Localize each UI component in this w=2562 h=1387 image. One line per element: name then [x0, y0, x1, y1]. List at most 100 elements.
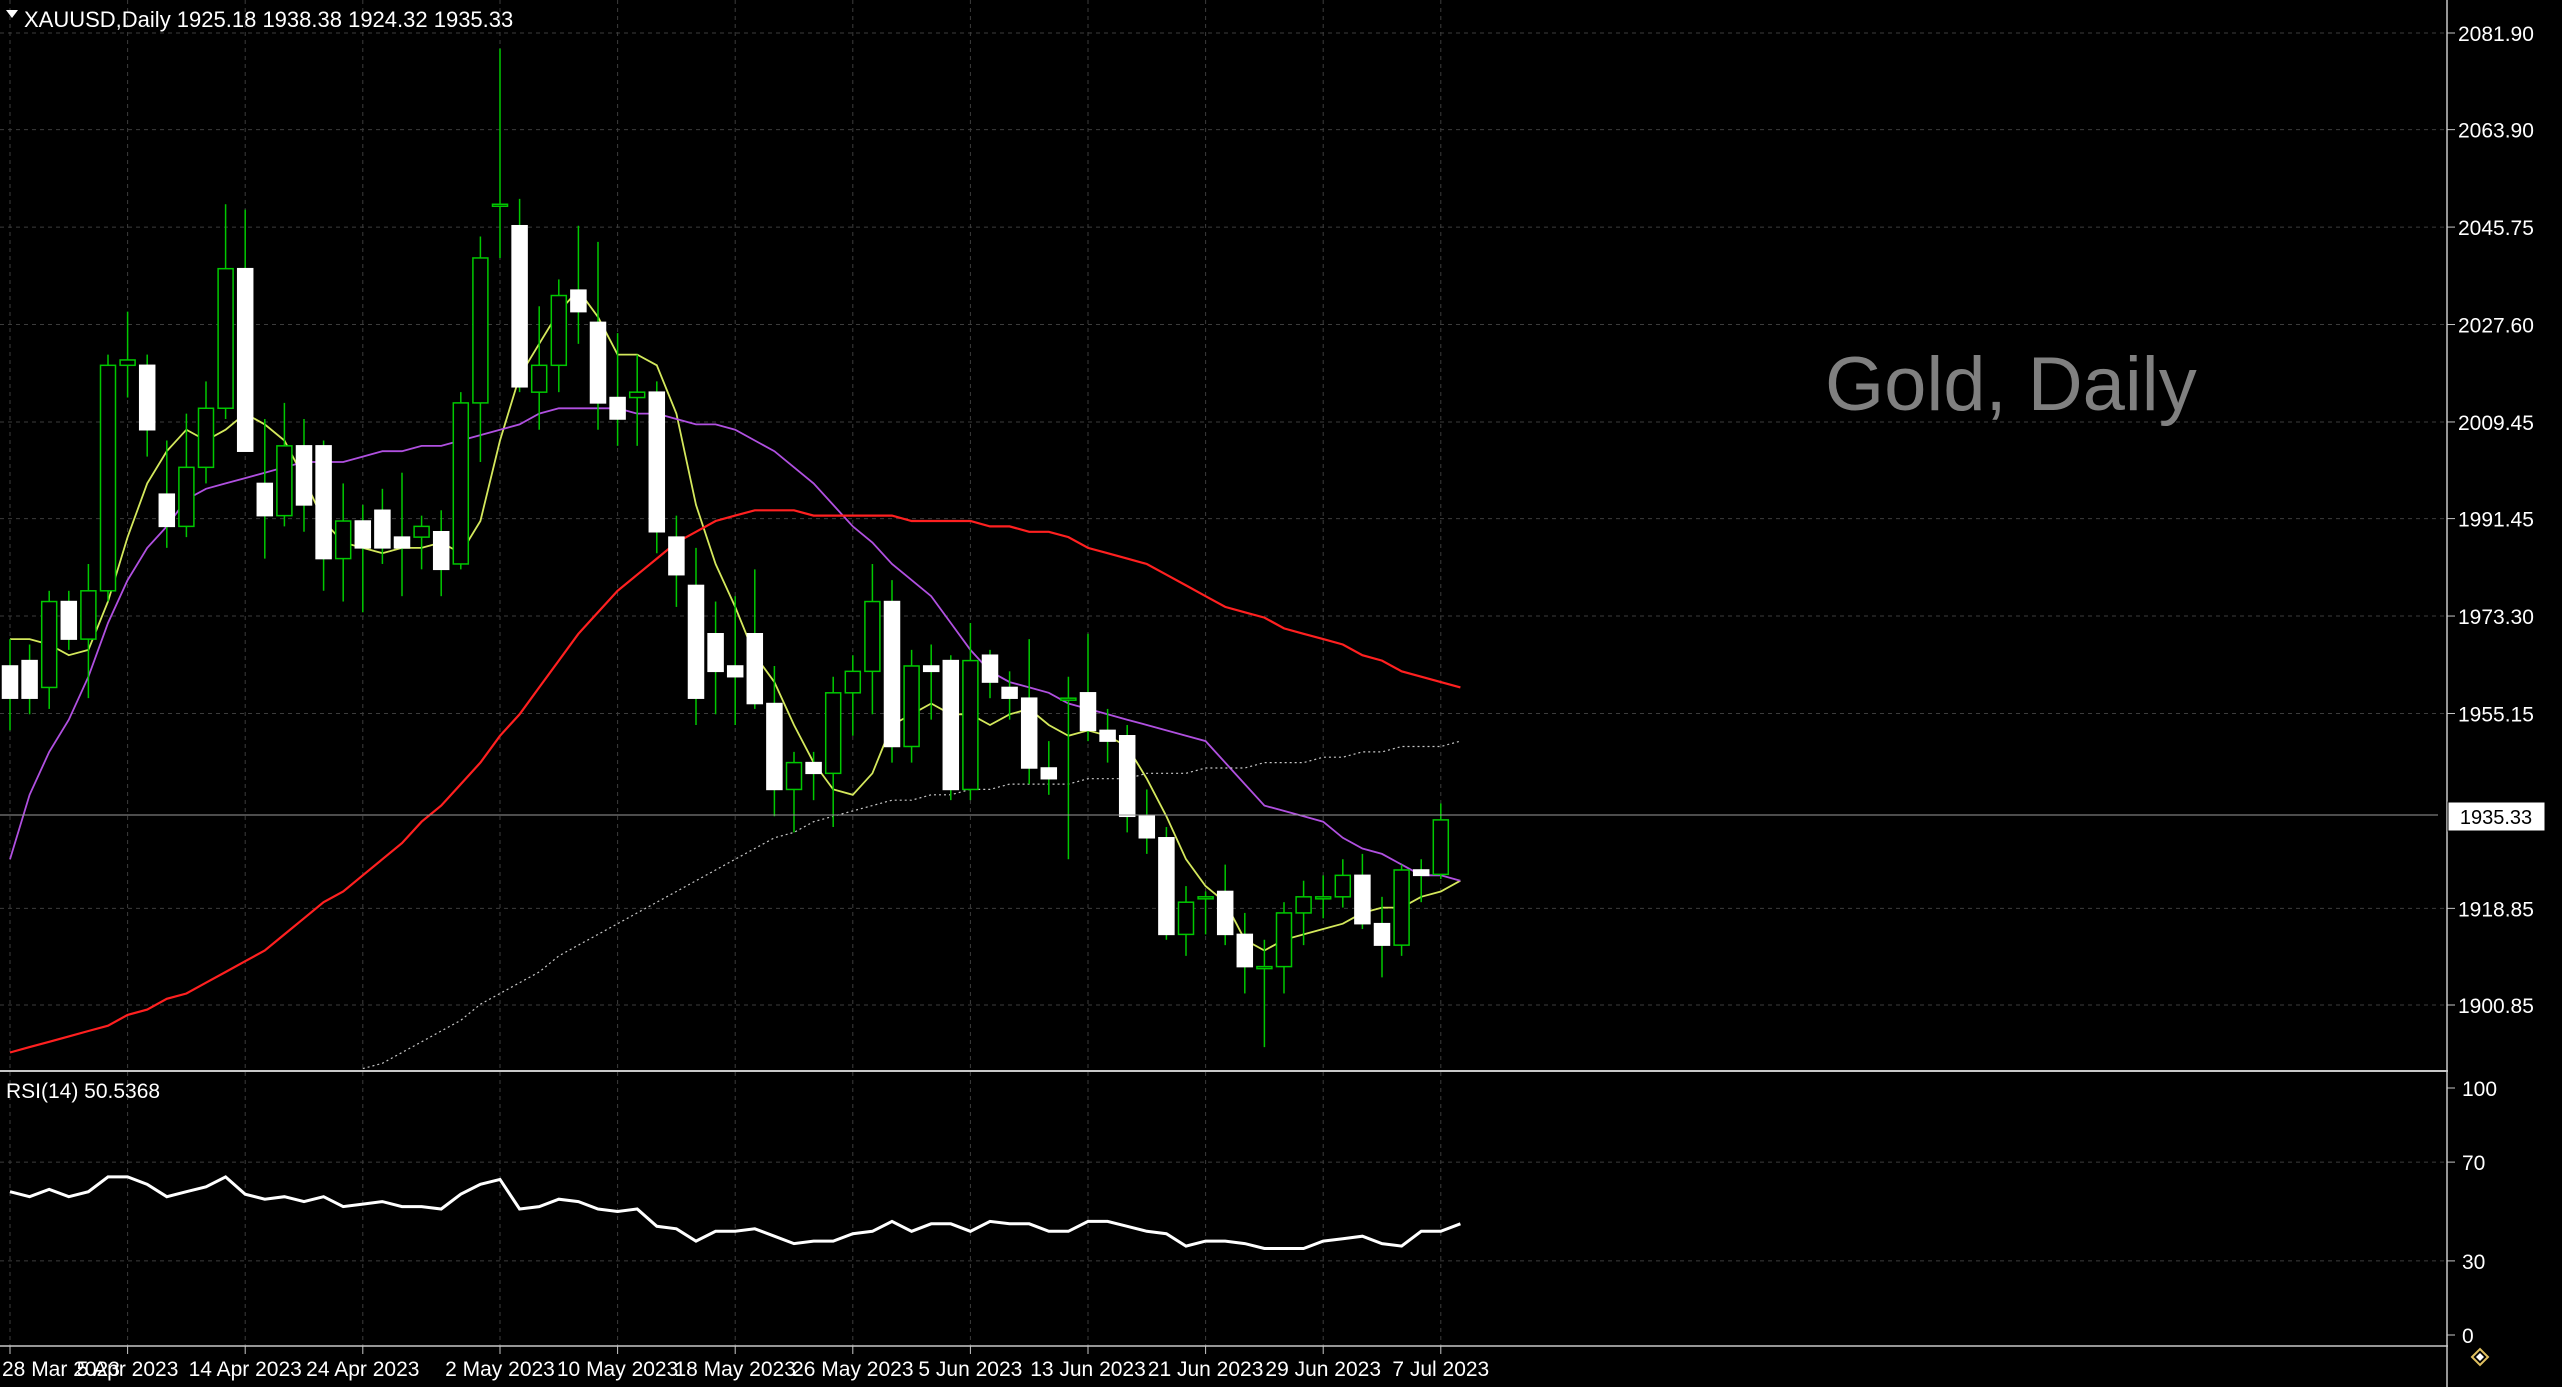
candle[interactable]	[942, 655, 960, 801]
candle[interactable]	[119, 311, 136, 398]
candle[interactable]	[138, 354, 156, 457]
candle[interactable]	[1354, 853, 1371, 930]
candle[interactable]	[393, 472, 411, 597]
candle[interactable]	[1138, 789, 1156, 854]
candle[interactable]	[1256, 939, 1273, 1048]
candle-body	[1020, 697, 1038, 769]
candle[interactable]	[628, 354, 646, 446]
candle-body	[80, 590, 97, 640]
candle-body	[276, 445, 293, 517]
price-axis[interactable]: 2081.90 2063.90 2045.75 2027.60 2009.45 1991.…	[2447, 23, 2534, 1018]
candle[interactable]	[217, 204, 234, 420]
candle[interactable]	[981, 649, 999, 699]
candle[interactable]	[491, 48, 509, 258]
candle[interactable]	[805, 751, 822, 801]
candle[interactable]	[1, 639, 19, 731]
candle-body	[99, 364, 117, 592]
candle-body	[119, 359, 136, 367]
candle[interactable]	[256, 419, 274, 559]
candle[interactable]	[99, 354, 117, 602]
candle[interactable]	[1020, 639, 1038, 785]
candle-body	[570, 289, 587, 313]
candle-body	[1060, 697, 1077, 701]
candle[interactable]	[1197, 891, 1214, 935]
candle-body	[1256, 965, 1273, 970]
candle-body	[295, 445, 313, 506]
candle[interactable]	[1118, 725, 1136, 833]
candle[interactable]	[21, 644, 38, 715]
symbol-menu-triangle-down-icon[interactable]	[6, 10, 18, 18]
candle[interactable]	[315, 440, 332, 591]
candle[interactable]	[472, 236, 489, 462]
candle[interactable]	[60, 590, 78, 650]
candle-body	[334, 520, 352, 560]
candle[interactable]	[178, 413, 195, 538]
candle[interactable]	[334, 483, 352, 602]
candle[interactable]	[903, 649, 920, 763]
candle[interactable]	[197, 381, 215, 484]
candle[interactable]	[432, 510, 450, 597]
candle-body	[922, 665, 940, 673]
candle[interactable]	[1275, 902, 1293, 994]
candle[interactable]	[570, 225, 587, 344]
candle[interactable]	[236, 209, 254, 452]
candle[interactable]	[452, 392, 470, 570]
candle[interactable]	[413, 515, 430, 570]
candle[interactable]	[668, 515, 685, 607]
candle[interactable]	[962, 623, 979, 801]
candle[interactable]	[609, 333, 626, 446]
candle-body	[1412, 869, 1430, 877]
candle[interactable]	[530, 306, 548, 430]
candle[interactable]	[746, 569, 764, 709]
candle-body	[981, 654, 999, 683]
candle[interactable]	[1334, 859, 1352, 908]
candle[interactable]	[1158, 827, 1175, 940]
time-tick-label: 5 Apr 2023	[77, 1358, 179, 1381]
candle-body	[1236, 933, 1254, 968]
candle[interactable]	[1412, 859, 1430, 903]
candle[interactable]	[374, 488, 391, 564]
candle[interactable]	[707, 601, 724, 715]
candle[interactable]	[687, 547, 705, 726]
moving-average-line	[9, 407, 1461, 882]
candle[interactable]	[80, 563, 97, 699]
candle[interactable]	[1314, 875, 1332, 919]
candle[interactable]	[1001, 671, 1018, 720]
candle[interactable]	[1099, 708, 1116, 763]
candle[interactable]	[354, 504, 372, 613]
candle-body	[413, 525, 430, 538]
candle[interactable]	[589, 241, 607, 430]
candle[interactable]	[1432, 803, 1450, 879]
candle[interactable]	[1373, 896, 1391, 978]
candle[interactable]	[276, 402, 293, 527]
candle[interactable]	[1177, 886, 1195, 956]
candle[interactable]	[726, 596, 744, 726]
candle[interactable]	[844, 655, 862, 736]
candle[interactable]	[864, 563, 881, 715]
candles[interactable]	[1, 48, 1450, 1048]
candle[interactable]	[550, 279, 568, 393]
candle-body	[452, 402, 470, 565]
candle[interactable]	[1040, 741, 1058, 795]
candle-body	[1216, 890, 1234, 936]
candle[interactable]	[1060, 676, 1077, 860]
candle[interactable]	[766, 665, 783, 817]
candle[interactable]	[511, 198, 528, 393]
candle[interactable]	[824, 676, 842, 828]
candle[interactable]	[1216, 864, 1234, 946]
candle[interactable]	[1295, 880, 1312, 946]
candle-body	[903, 665, 920, 748]
candle[interactable]	[1236, 912, 1254, 994]
candle[interactable]	[648, 381, 666, 554]
candle[interactable]	[158, 440, 176, 548]
candle[interactable]	[295, 419, 313, 532]
candle[interactable]	[1079, 633, 1097, 742]
candle[interactable]	[922, 644, 940, 720]
candle[interactable]	[1393, 864, 1410, 956]
candle[interactable]	[40, 590, 58, 709]
candle[interactable]	[785, 751, 803, 833]
candle[interactable]	[883, 580, 901, 763]
candle-body	[530, 364, 548, 393]
